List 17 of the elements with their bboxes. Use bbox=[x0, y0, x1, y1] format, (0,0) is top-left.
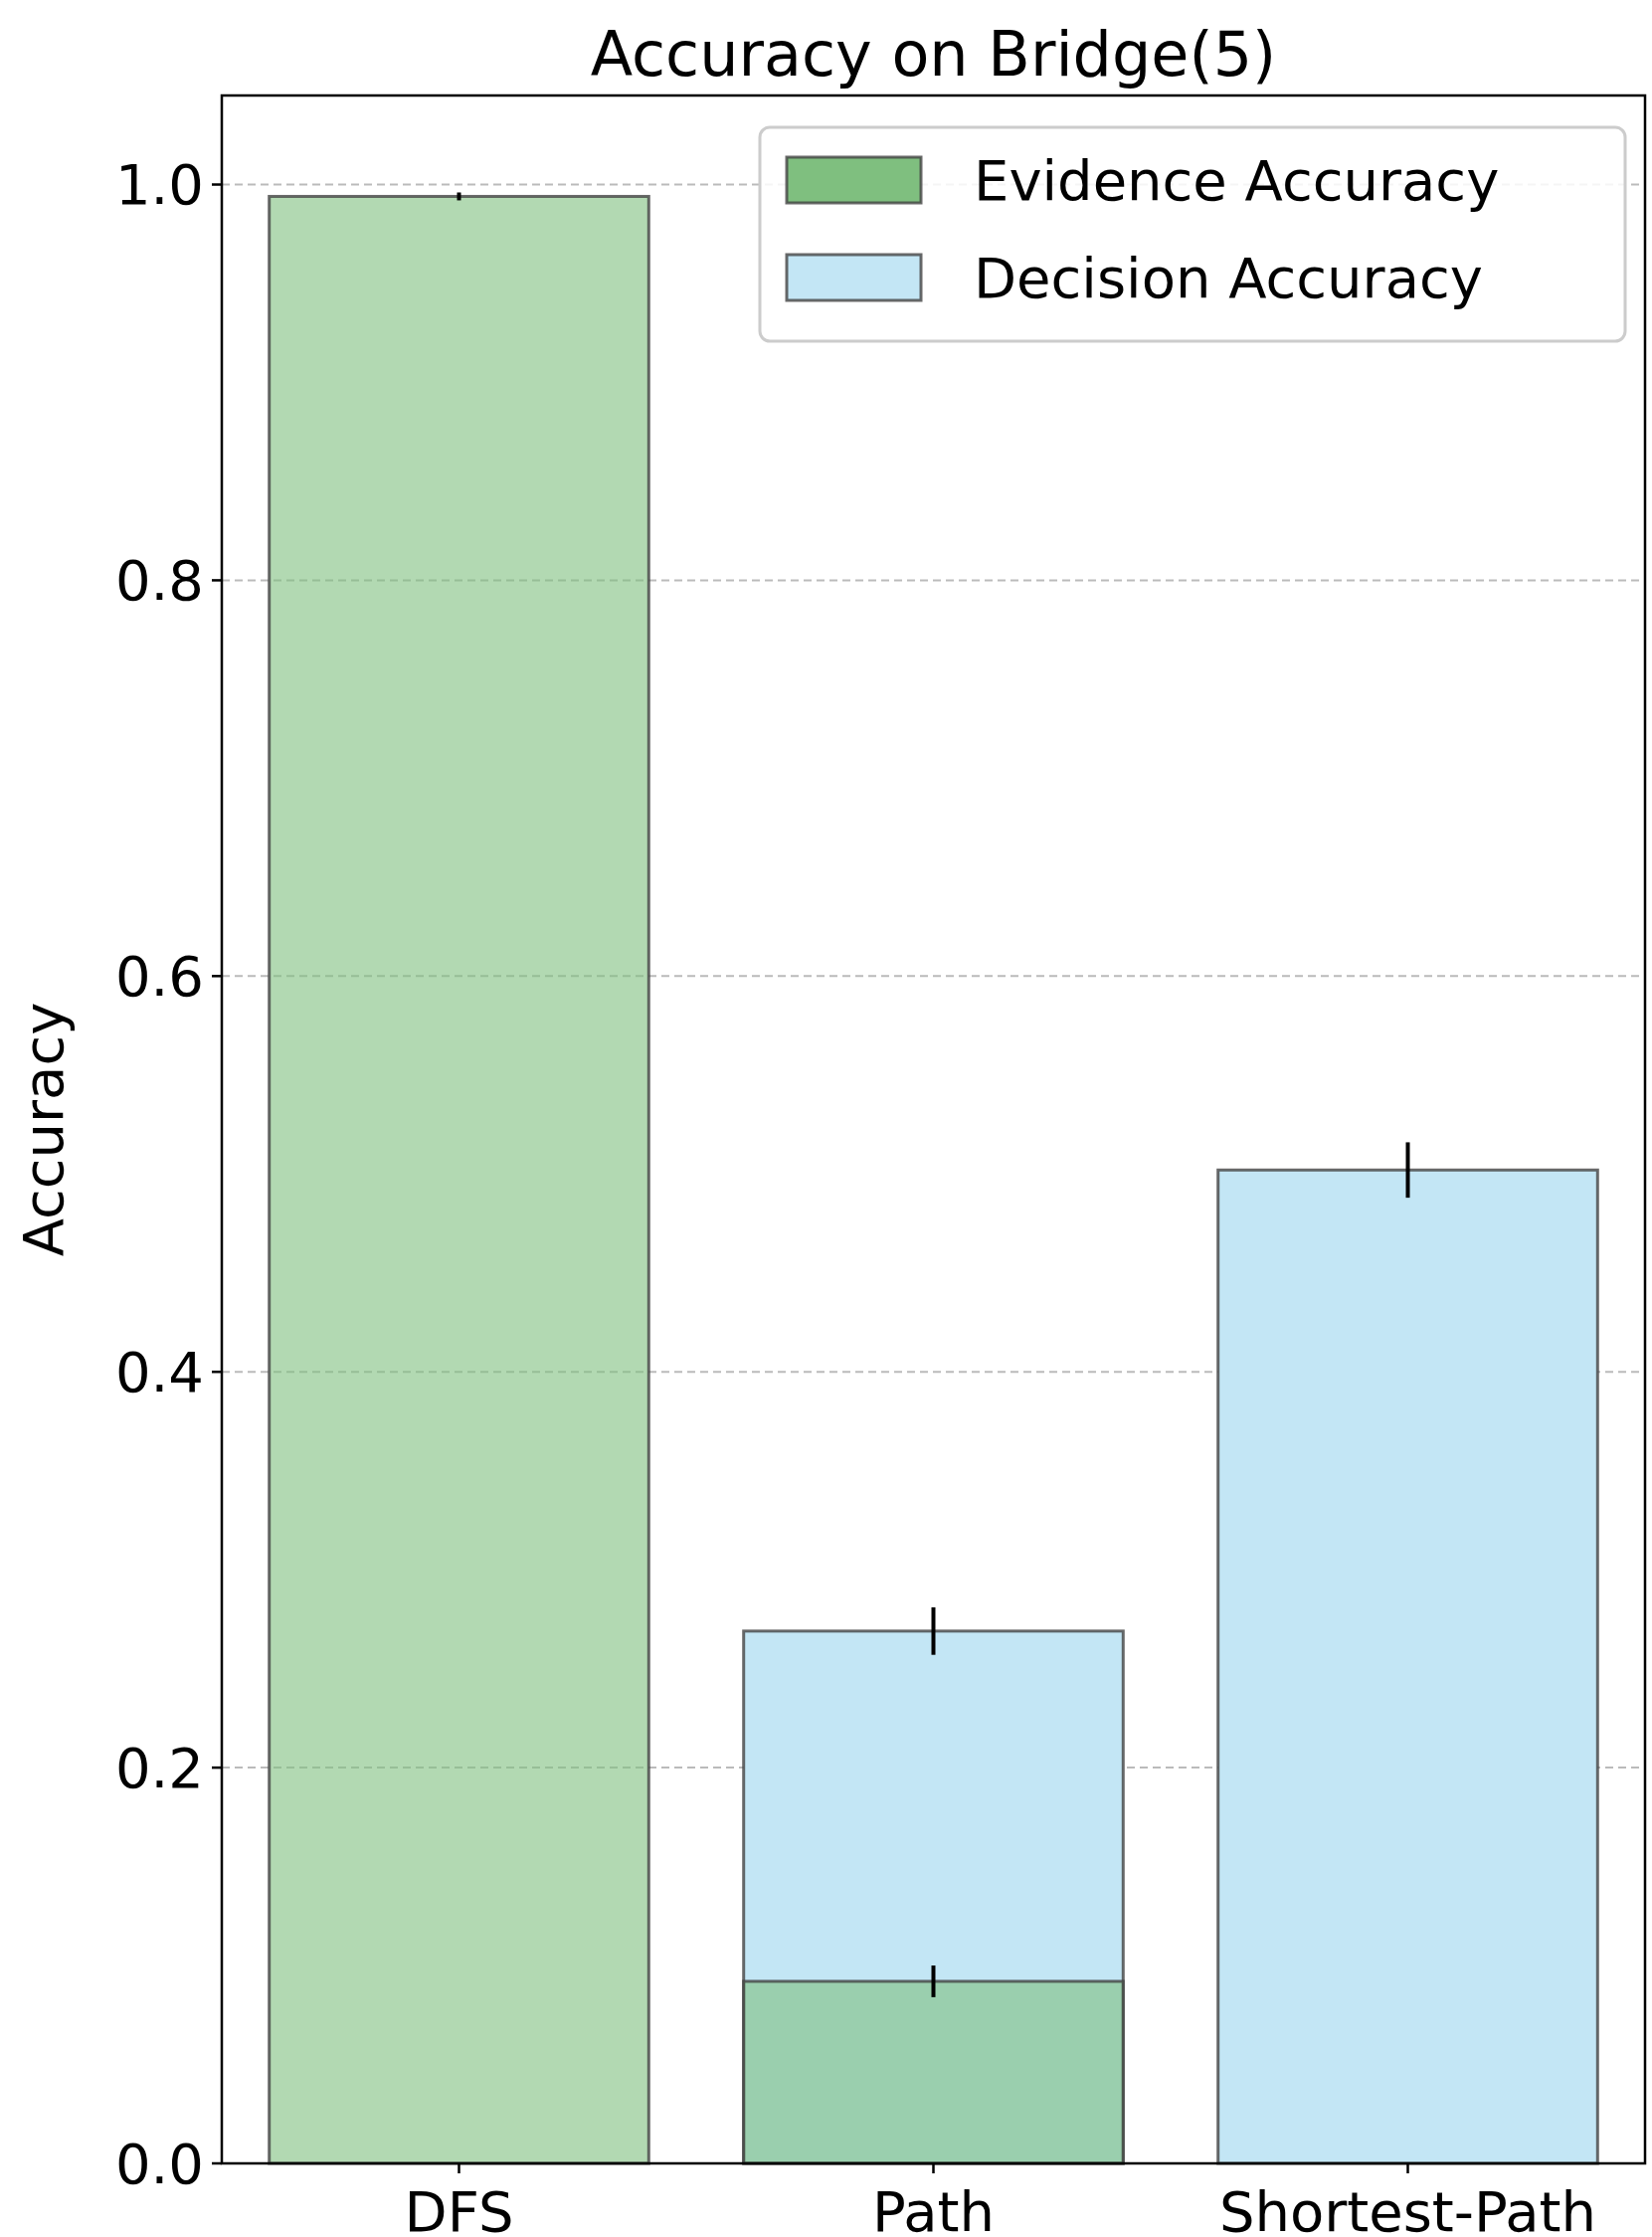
bar bbox=[742, 1979, 1125, 2165]
y-tick-label: 0.6 bbox=[114, 943, 204, 1009]
y-tick-label: 1.0 bbox=[114, 152, 204, 218]
x-tick-label: Path bbox=[871, 2178, 996, 2237]
y-tick-label: 0.8 bbox=[114, 548, 204, 614]
y-tick-label: 0.4 bbox=[114, 1339, 204, 1404]
y-tick-label: 0.0 bbox=[114, 2131, 204, 2196]
y-tick-label: 0.2 bbox=[114, 1735, 204, 1800]
x-tick-label: Shortest-Path bbox=[1218, 2178, 1597, 2237]
chart-title: Accuracy on Bridge(5) bbox=[590, 18, 1277, 91]
bar bbox=[742, 1629, 1125, 2165]
bar bbox=[268, 194, 650, 2165]
legend-label: Evidence Accuracy bbox=[974, 147, 1500, 213]
bar bbox=[1216, 1168, 1599, 2165]
x-tick-label: DFS bbox=[404, 2178, 514, 2237]
y-axis-title: Accuracy bbox=[11, 1002, 76, 1257]
legend-label: Decision Accuracy bbox=[974, 245, 1483, 310]
